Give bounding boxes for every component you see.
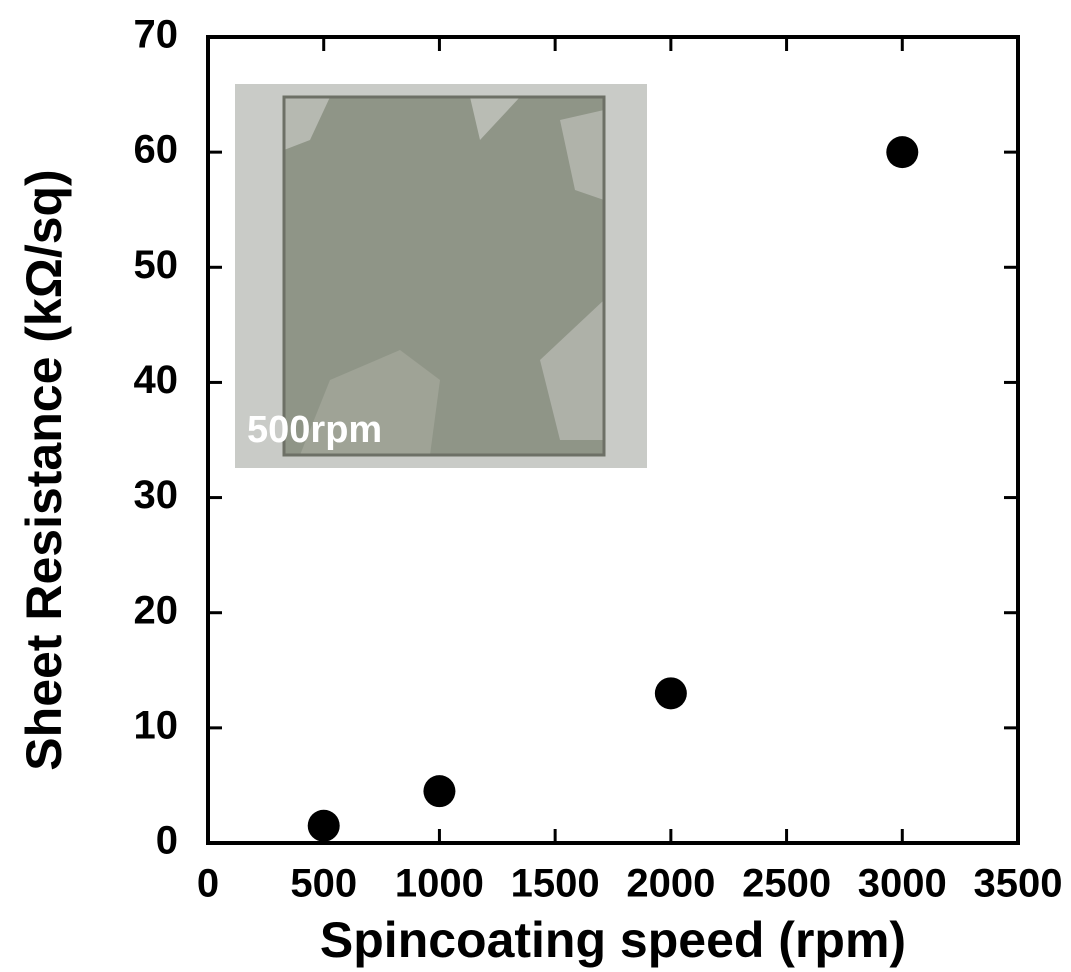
- y-tick-label: 70: [134, 13, 179, 57]
- y-tick-label: 40: [134, 358, 179, 402]
- point: [886, 136, 919, 169]
- y-tick-label: 20: [134, 588, 179, 632]
- y-tick-label: 50: [134, 243, 179, 287]
- point: [423, 775, 456, 808]
- x-tick-label: 3000: [858, 862, 947, 906]
- x-tick-label: 2000: [626, 862, 715, 906]
- y-tick-label: 60: [134, 128, 179, 172]
- inset-label: 500rpm: [247, 409, 382, 451]
- point: [654, 677, 687, 710]
- x-tick-label: 1000: [395, 862, 484, 906]
- x-tick-label: 0: [197, 862, 219, 906]
- x-tick-label: 1500: [511, 862, 600, 906]
- y-axis-title: Sheet Resistance (kΩ/sq): [16, 169, 72, 770]
- y-tick-label: 30: [134, 473, 179, 517]
- x-tick-label: 500: [290, 862, 357, 906]
- x-axis-title: Spincoating speed (rpm): [320, 912, 906, 968]
- point: [307, 809, 340, 842]
- inset-photo: [235, 84, 647, 468]
- plot-frame: [206, 35, 1020, 845]
- y-tick-label: 10: [134, 703, 179, 747]
- x-tick-label: 2500: [742, 862, 831, 906]
- y-tick-label: 0: [156, 819, 178, 863]
- x-tick-label: 3500: [974, 862, 1063, 906]
